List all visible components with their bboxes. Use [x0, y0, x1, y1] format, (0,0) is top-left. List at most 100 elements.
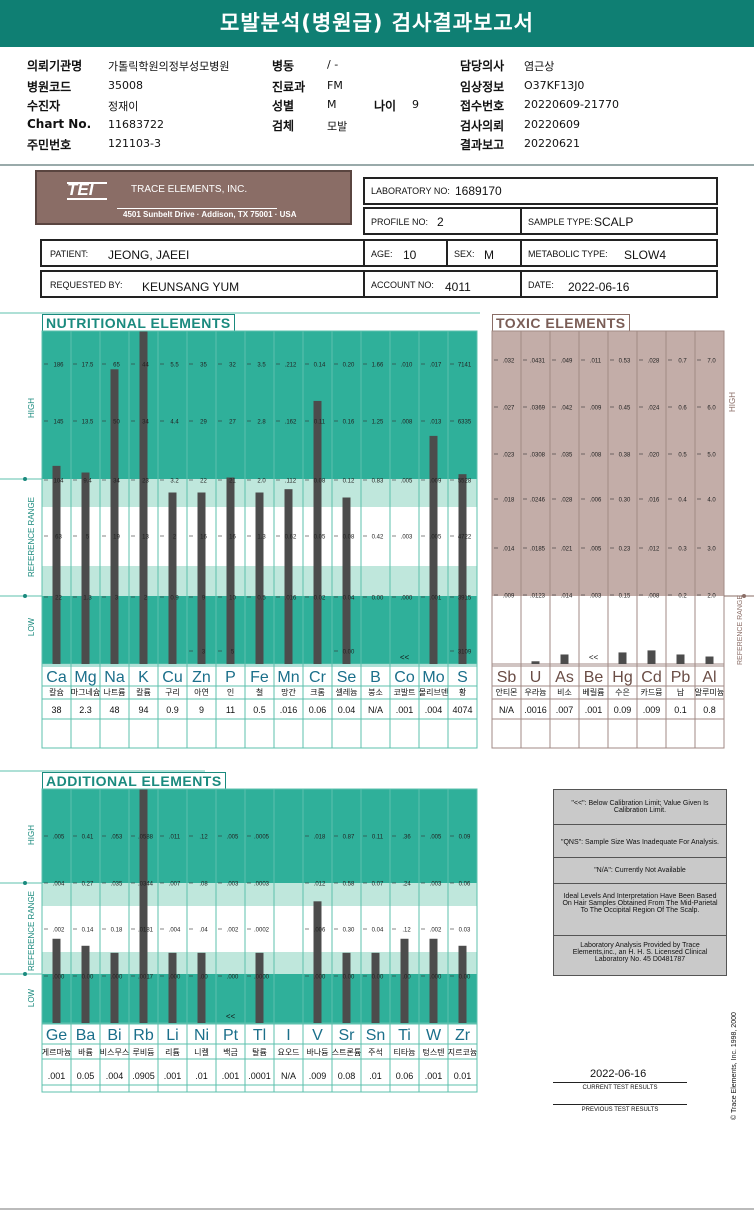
tick-label: 4.0	[707, 498, 716, 504]
tick-label: 13	[142, 535, 149, 541]
tick-label: .0181	[138, 928, 154, 934]
element-bar	[255, 492, 264, 664]
tick-label: 32	[229, 363, 236, 369]
below-limit-marker: <<	[589, 653, 599, 662]
tick-label: 34	[113, 479, 120, 485]
tick-label: .017	[430, 363, 442, 369]
previous-line	[553, 1104, 687, 1105]
tick-label: 0.4	[678, 498, 687, 504]
tick-label: 2	[173, 535, 177, 541]
element-bar	[197, 492, 206, 664]
tick-label: 0.9	[170, 596, 179, 602]
element-korean-name: 인	[227, 687, 234, 697]
tick-label: .008	[590, 453, 602, 459]
element-symbol: P	[225, 669, 236, 686]
tick-label: .00	[402, 975, 411, 981]
tick-label: 0.27	[82, 882, 94, 888]
element-bar	[52, 465, 61, 664]
chart-border	[41, 330, 478, 749]
tick-label: 63	[55, 535, 62, 541]
tick-label: .0588	[138, 835, 154, 841]
tick-label: 2.8	[257, 420, 266, 426]
element-result-value: .001	[425, 1071, 443, 1081]
tick-label: 2.0	[257, 479, 266, 485]
tick-label: 0.38	[619, 453, 631, 459]
element-result-value: 94	[138, 705, 148, 715]
header-value: 20220609	[524, 118, 580, 131]
tick-label: .08	[199, 882, 208, 888]
tick-label: 0.5	[257, 596, 266, 602]
tick-label: .005	[590, 547, 602, 553]
sex-value: M	[484, 248, 494, 262]
element-bar	[400, 938, 409, 1023]
legend-notes-box: "<<": Below Calibration Limit; Value Giv…	[553, 789, 727, 976]
tick-label: 3.0	[707, 547, 716, 553]
element-korean-name: 황	[459, 687, 467, 697]
tick-label: 5	[231, 650, 235, 656]
axis-low-label: LOW	[27, 617, 36, 636]
header-value: FM	[327, 79, 343, 92]
tick-label: .12	[199, 835, 208, 841]
tick-label: 0.11	[314, 420, 326, 426]
tick-label: .000	[169, 975, 181, 981]
element-korean-name: 텅스텐	[422, 1047, 444, 1057]
current-test-label: CURRENT TEST RESULTS	[582, 1085, 658, 1091]
header-label: Chart No.	[27, 117, 92, 131]
tick-label: .053	[111, 835, 123, 841]
element-result-value: .001	[48, 1071, 66, 1081]
element-korean-name: 코발트	[393, 687, 415, 697]
tick-label: .016	[285, 596, 297, 602]
element-result-value: 0.9	[166, 705, 179, 715]
legend-divider	[554, 824, 726, 825]
element-bar	[531, 661, 540, 664]
element-result-value: 0.06	[396, 1071, 414, 1081]
tick-label: 0.23	[619, 547, 631, 553]
element-korean-name: 탈륨	[252, 1047, 267, 1057]
element-symbol: Cd	[641, 669, 661, 686]
tick-label: 0.15	[619, 594, 631, 600]
age-label: AGE:	[371, 249, 393, 259]
element-symbol: I	[286, 1027, 290, 1044]
metabolic-type-value: SLOW4	[624, 248, 667, 262]
tick-label: .0003	[254, 882, 270, 888]
tick-label: 0.83	[372, 479, 384, 485]
header-value: 35008	[108, 79, 143, 92]
tick-label: .002	[227, 928, 239, 934]
element-symbol: Zr	[455, 1027, 471, 1044]
tick-label: 9.4	[83, 479, 92, 485]
header-label: 나이	[374, 99, 397, 113]
tick-label: .04	[199, 928, 208, 934]
sample-type-box: SAMPLE TYPE: SCALP	[520, 207, 718, 235]
element-result-value: .009	[643, 705, 661, 715]
laboratory-no-value: 1689170	[455, 184, 502, 198]
tick-label: .0123	[530, 594, 546, 600]
date-box: DATE: 2022-06-16	[520, 270, 718, 298]
element-bar	[52, 938, 61, 1023]
element-symbol: Sb	[497, 669, 517, 686]
element-korean-name: 아연	[194, 687, 209, 697]
element-bar	[255, 952, 264, 1023]
tick-label: .008	[648, 594, 660, 600]
tick-label: 0.42	[372, 535, 384, 541]
tick-label: 0.16	[343, 420, 355, 426]
element-symbol: Co	[394, 669, 415, 686]
tick-label: 0.00	[343, 650, 355, 656]
tick-label: .018	[314, 835, 326, 841]
sex-label: SEX:	[454, 249, 475, 259]
element-korean-name: 수은	[615, 688, 630, 697]
tick-label: 21	[229, 479, 236, 485]
element-symbol: Rb	[133, 1027, 154, 1044]
tick-label: 0.53	[619, 359, 631, 365]
below-limit-marker: <<	[400, 653, 410, 662]
element-korean-name: 망간	[281, 687, 296, 697]
tick-label: 1.25	[372, 420, 384, 426]
element-result-value: .001	[222, 1071, 240, 1081]
tick-label: 3109	[458, 650, 472, 656]
tick-label: .000	[401, 596, 413, 602]
requested-by-value: KEUNSANG YUM	[142, 280, 240, 294]
element-symbol: Ba	[76, 1027, 96, 1044]
tick-label: 0.00	[82, 975, 94, 981]
tick-label: .002	[53, 928, 65, 934]
element-korean-name: 비스무스	[100, 1048, 129, 1057]
